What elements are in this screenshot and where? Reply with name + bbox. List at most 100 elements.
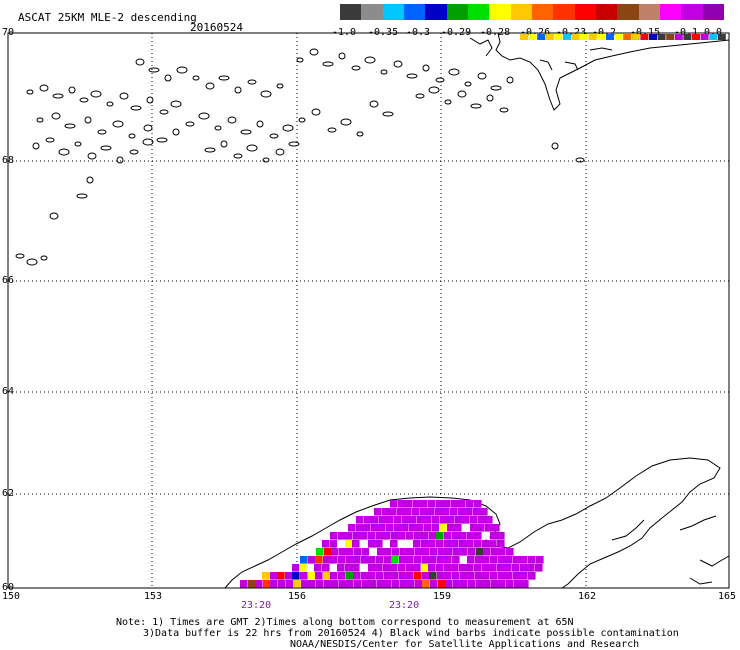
wind-barb-cell	[392, 548, 400, 556]
wind-barb-cell	[437, 556, 445, 564]
contour-blob	[26, 258, 38, 266]
wind-barb-cell	[429, 532, 437, 540]
wind-barb-cell	[505, 572, 513, 580]
wind-barb-cell	[483, 548, 491, 556]
wind-barb-cell	[361, 556, 369, 564]
colorbar-sample-cell	[597, 34, 606, 40]
contour-blob	[214, 125, 222, 131]
wind-barb-cell	[356, 524, 364, 532]
wind-barb-cell	[278, 580, 286, 588]
wind-barb-cell	[383, 532, 391, 540]
wind-barb-cell	[399, 556, 407, 564]
wind-barb-cell	[383, 564, 391, 572]
wind-barb-cell	[348, 524, 356, 532]
wind-barb-cell	[371, 516, 379, 524]
colorbar-sample-cell	[683, 34, 692, 40]
wind-barb-cell	[384, 572, 392, 580]
wind-barb-cell	[379, 516, 387, 524]
contour-blob	[148, 67, 160, 73]
wind-barb-cell	[480, 508, 488, 516]
wind-barb-cell	[420, 500, 428, 508]
colorbar-sample-cell	[563, 34, 571, 40]
wind-barb-cell	[474, 500, 482, 508]
wind-barb-cell	[460, 580, 468, 588]
wind-barb-cell	[263, 580, 271, 588]
wind-barb-cell	[390, 500, 398, 508]
map-frame	[7, 32, 730, 589]
contour-blob	[116, 156, 124, 164]
lat-label-70: 70	[2, 27, 15, 38]
wind-barb-cell	[407, 548, 415, 556]
wind-barb-cell	[421, 540, 429, 548]
contour-blob	[275, 148, 285, 156]
contour-blob	[477, 72, 487, 80]
colorbar-swatch	[361, 4, 383, 20]
colorbar-sample-cell	[666, 34, 675, 40]
wind-barb-cell	[337, 540, 345, 548]
contour-blob	[351, 65, 361, 71]
lat-label-64: 64	[2, 386, 15, 397]
wind-barb-cell	[459, 532, 467, 540]
wind-barb-cell	[386, 524, 394, 532]
contour-blob	[64, 123, 76, 129]
wind-barb-cell	[401, 524, 409, 532]
wind-barb-cell	[443, 500, 451, 508]
contour-blob	[204, 147, 216, 153]
wind-barb-cell	[360, 540, 368, 548]
graticule	[8, 33, 729, 588]
contour-blob	[84, 116, 92, 124]
wind-barb-cell	[453, 580, 461, 588]
wind-barb-cell	[520, 564, 528, 572]
contour-blob	[79, 97, 89, 103]
wind-barb-cell	[462, 524, 470, 532]
contour-blob	[172, 128, 180, 136]
colorbar-sample-cell	[614, 34, 623, 40]
wind-barb-cell	[346, 556, 354, 564]
wind-barb-cell	[430, 548, 438, 556]
wind-barb-cell	[459, 540, 467, 548]
colorbar-swatch	[681, 4, 703, 20]
wind-barb-cell	[428, 540, 436, 548]
wind-barb-cell	[338, 572, 346, 580]
coastline-south-inlet	[611, 515, 730, 585]
contour-blob	[119, 92, 129, 100]
wind-barb-cell	[482, 540, 490, 548]
wind-barb-cell	[427, 508, 435, 516]
contour-blob	[76, 193, 88, 199]
wind-barb-cell	[528, 556, 536, 564]
wind-barb-cell	[421, 532, 429, 540]
wind-barb-cell	[384, 556, 392, 564]
colorbar-sample-cell	[640, 34, 649, 40]
wind-barb-cell	[467, 532, 475, 540]
contour-blob	[143, 124, 153, 132]
contour-blob	[364, 56, 376, 64]
wind-barb-cell	[324, 548, 332, 556]
pass-time-2: 23:20	[389, 600, 420, 611]
wind-barb-cell	[452, 532, 460, 540]
wind-barb-cell	[352, 540, 360, 548]
wind-barb-cell	[492, 524, 500, 532]
wind-barb-cell	[414, 572, 422, 580]
wind-barb-cell	[504, 564, 512, 572]
wind-barb-cell	[345, 564, 353, 572]
contour-blob	[311, 108, 321, 116]
wind-barb-cell	[474, 564, 482, 572]
wind-barb-cell	[322, 540, 330, 548]
wind-barb-cell	[407, 580, 415, 588]
wind-barb-cell	[412, 508, 420, 516]
wind-barb-cell	[405, 500, 413, 508]
wind-barb-cell	[468, 580, 476, 588]
colorbar-swatch	[403, 4, 426, 20]
wind-barb-cell	[413, 500, 421, 508]
colorbar-sample-cell	[692, 34, 700, 40]
wind-barb-cell	[376, 532, 384, 540]
wind-barb-cell	[437, 572, 445, 580]
wind-barb-cell	[361, 572, 369, 580]
wind-barb-cell	[520, 556, 528, 564]
wind-barb-cell	[428, 564, 436, 572]
contour-blob	[356, 131, 364, 137]
contour-blob	[276, 83, 284, 89]
contour-blob	[100, 145, 112, 151]
contour-blob	[393, 60, 403, 68]
wind-barb-cell	[470, 516, 478, 524]
